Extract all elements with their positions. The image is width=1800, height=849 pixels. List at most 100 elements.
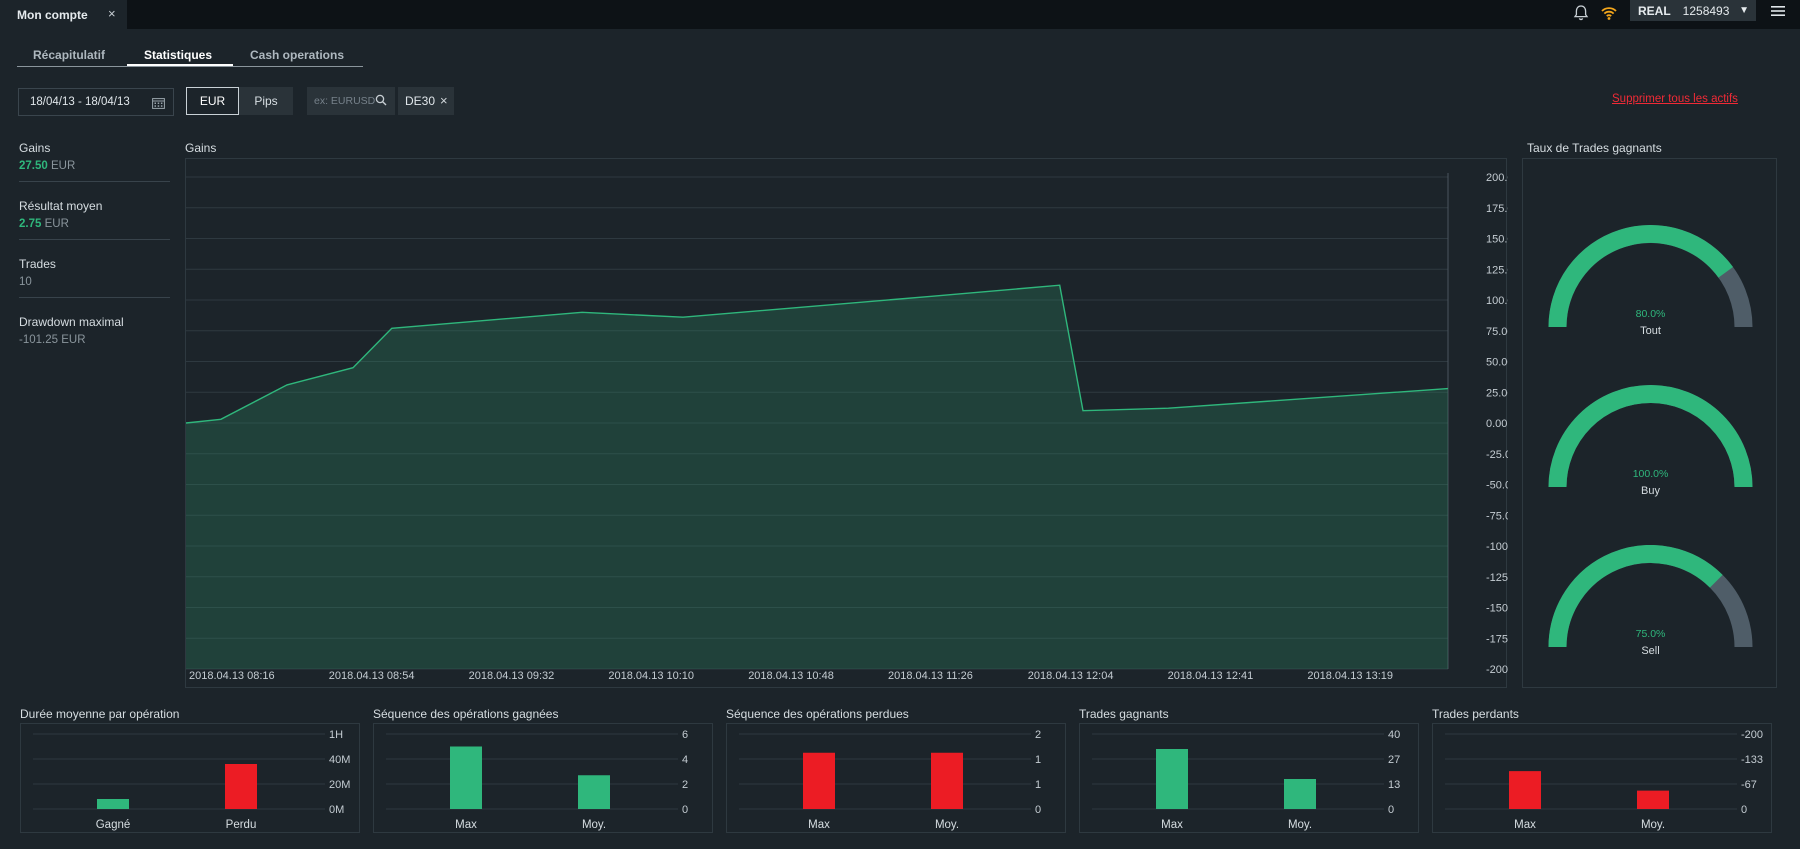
y-tick-label: 1H — [329, 729, 343, 741]
mini-chart-svg: -200 -133 -67 0 Max Moy. — [1445, 729, 1763, 831]
x-tick-label: 2018.04.13 08:54 — [329, 670, 415, 682]
mini-chart-sequence-perdues: 2 1 1 0 Max Moy. — [726, 723, 1066, 833]
mini-chart-duree: 1H 40M 20M 0M Gagné Perdu — [20, 723, 360, 833]
gauge-tout: 80.0% Tout — [1548, 225, 1753, 337]
gauge-label: Buy — [1641, 485, 1660, 497]
x-tick-label: 2018.04.13 11:26 — [888, 670, 973, 682]
y-tick-label: 200.00 — [1486, 172, 1508, 184]
stat-value: 2.75 — [19, 218, 42, 230]
y-tick-label: -125.00 — [1486, 572, 1508, 584]
x-tick-label: Max — [808, 819, 830, 831]
divider — [19, 297, 170, 298]
gains-chart: 200.00 175.00 150.00 125.00 100.00 75.00 50.00… — [185, 158, 1508, 688]
y-tick-label: 125.00 — [1486, 264, 1508, 276]
y-tick-label: -50.00 — [1486, 480, 1508, 492]
x-tick-label: Moy. — [582, 819, 606, 831]
y-tick-label: 13 — [1388, 779, 1400, 791]
caret-down-icon: ▼ — [1739, 5, 1749, 16]
stat-value: -101.25 — [19, 334, 59, 346]
y-tick-label: 27 — [1388, 754, 1400, 766]
y-tick-label: 50.00 — [1486, 357, 1508, 369]
y-tick-label: -175.00 — [1486, 633, 1508, 645]
x-tick-label: Max — [455, 819, 477, 831]
stat-unit: EUR — [61, 334, 86, 346]
chip-close-icon[interactable]: × — [440, 93, 448, 108]
bar — [578, 775, 610, 809]
bar — [1637, 790, 1669, 809]
gauge-label: Tout — [1640, 325, 1661, 337]
bar — [97, 799, 129, 809]
mini-chart-svg: 2 1 1 0 Max Moy. — [739, 729, 1041, 831]
y-tick-label: -200.00 — [1486, 664, 1508, 676]
date-range-value: 18/04/13 - 18/04/13 — [30, 96, 130, 108]
search-icon[interactable] — [375, 94, 387, 106]
eur-button[interactable]: EUR — [186, 87, 239, 115]
gauge-fill — [1548, 225, 1734, 328]
y-tick-label: -150.00 — [1486, 603, 1508, 615]
tab-statistiques[interactable]: Statistiques — [127, 48, 233, 66]
x-tick-label: Moy. — [935, 819, 959, 831]
close-icon[interactable]: × — [108, 6, 116, 21]
hamburger-menu-icon[interactable] — [1768, 3, 1788, 19]
x-tick-label: 2018.04.13 10:48 — [748, 670, 834, 682]
y-tick-label: 75.00 — [1486, 326, 1508, 338]
y-tick-label: 40 — [1388, 729, 1400, 741]
mini-chart-sequence-gagnees: 6 4 2 0 Max Moy. — [373, 723, 713, 833]
y-tick-label: 0M — [329, 804, 344, 816]
tab-mon-compte[interactable]: Mon compte × — [0, 0, 127, 29]
stat-unit: EUR — [44, 218, 69, 230]
y-tick-label: -67 — [1741, 779, 1757, 791]
mini-chart-title: Séquence des opérations gagnées — [373, 707, 559, 721]
account-number: 1258493 — [1682, 3, 1730, 18]
bell-icon[interactable] — [1572, 3, 1590, 23]
bar — [225, 764, 257, 809]
bar — [1156, 749, 1188, 809]
bar — [450, 746, 482, 809]
bar — [931, 752, 963, 809]
top-bar: Mon compte × REAL 1258493 ▼ — [0, 0, 1800, 29]
y-tick-label: 1 — [1035, 779, 1041, 791]
mini-chart-trades-perdants: -200 -133 -67 0 Max Moy. — [1432, 723, 1772, 833]
tab-title: Mon compte — [17, 7, 88, 22]
calendar-icon — [152, 98, 165, 109]
unit-toggle: EUR Pips — [186, 87, 293, 115]
x-tick-label: Moy. — [1641, 819, 1665, 831]
y-tick-label: 2 — [682, 779, 688, 791]
instrument-search-input[interactable]: ex: EURUSD — [307, 87, 395, 115]
x-tick-label: Moy. — [1288, 819, 1312, 831]
date-range-picker[interactable]: 18/04/13 - 18/04/13 — [18, 88, 174, 116]
search-placeholder: ex: EURUSD — [314, 95, 376, 107]
chip-label: DE30 — [405, 94, 436, 108]
mini-chart-title: Trades gagnants — [1079, 707, 1169, 721]
gains-series-line — [186, 284, 1449, 424]
x-tick-label: 2018.04.13 12:04 — [1028, 670, 1114, 682]
y-tick-label: -200 — [1741, 729, 1763, 741]
mini-chart-svg: 40 27 13 0 Max Moy. — [1092, 729, 1400, 831]
stat-gains: Gains 27.50 EUR — [19, 141, 170, 172]
pips-button[interactable]: Pips — [239, 87, 293, 115]
x-tick-label: 2018.04.13 12:41 — [1168, 670, 1254, 682]
y-tick-label: 0 — [1035, 804, 1041, 816]
x-tick-label: 2018.04.13 10:10 — [608, 670, 694, 682]
gains-area — [186, 285, 1448, 669]
delete-all-assets-link[interactable]: Supprimer tous les actifs — [1612, 93, 1738, 105]
wifi-icon — [1601, 7, 1617, 20]
y-tick-label: 25.00 — [1486, 387, 1508, 399]
y-tick-label: 0.00 — [1486, 418, 1507, 430]
stat-unit: EUR — [50, 160, 76, 172]
stat-value: 27.50 — [19, 160, 48, 172]
gauge-value: 80.0% — [1636, 308, 1666, 320]
bar — [1284, 779, 1316, 809]
mini-chart-title: Séquence des opérations perdues — [726, 707, 909, 721]
y-tick-label: 100.00 — [1486, 295, 1508, 307]
subtab-bar: Récapitulatif Statistiques Cash operatio… — [17, 48, 363, 67]
account-selector[interactable]: REAL 1258493 ▼ — [1630, 0, 1756, 21]
stat-label: Drawdown maximal — [19, 315, 124, 329]
x-tick-label: 2018.04.13 13:19 — [1307, 670, 1393, 682]
y-tick-label: 0 — [682, 804, 688, 816]
divider — [19, 239, 170, 240]
tab-cash-operations[interactable]: Cash operations — [250, 48, 345, 62]
y-tick-label: 20M — [329, 779, 350, 791]
tab-recapitulatif[interactable]: Récapitulatif — [33, 48, 106, 62]
y-tick-label: 40M — [329, 754, 350, 766]
